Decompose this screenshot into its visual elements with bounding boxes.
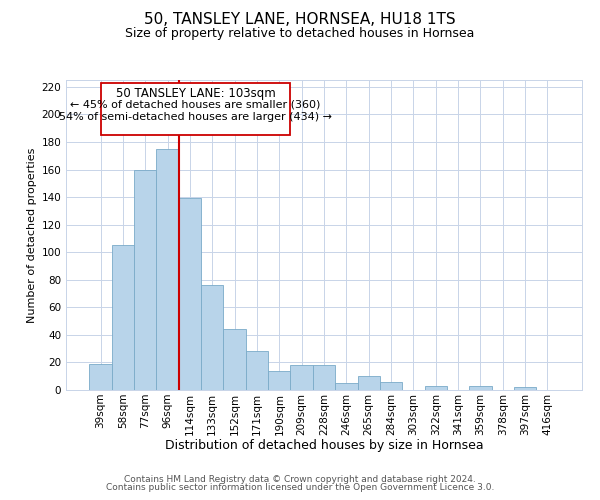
Bar bbox=[179, 198, 201, 390]
Bar bbox=[246, 352, 268, 390]
Bar bbox=[335, 383, 358, 390]
Bar bbox=[469, 386, 491, 390]
Text: 54% of semi-detached houses are larger (434) →: 54% of semi-detached houses are larger (… bbox=[59, 112, 332, 122]
Bar bbox=[134, 170, 157, 390]
Bar bbox=[157, 149, 179, 390]
Text: 50 TANSLEY LANE: 103sqm: 50 TANSLEY LANE: 103sqm bbox=[116, 87, 275, 100]
Y-axis label: Number of detached properties: Number of detached properties bbox=[27, 148, 37, 322]
Bar bbox=[290, 365, 313, 390]
Bar bbox=[514, 387, 536, 390]
Bar bbox=[112, 246, 134, 390]
Bar bbox=[268, 370, 290, 390]
Bar bbox=[358, 376, 380, 390]
Text: Size of property relative to detached houses in Hornsea: Size of property relative to detached ho… bbox=[125, 28, 475, 40]
Text: Contains public sector information licensed under the Open Government Licence 3.: Contains public sector information licen… bbox=[106, 484, 494, 492]
Bar bbox=[425, 386, 447, 390]
Bar bbox=[380, 382, 402, 390]
Text: 50, TANSLEY LANE, HORNSEA, HU18 1TS: 50, TANSLEY LANE, HORNSEA, HU18 1TS bbox=[144, 12, 456, 28]
Text: Contains HM Land Registry data © Crown copyright and database right 2024.: Contains HM Land Registry data © Crown c… bbox=[124, 474, 476, 484]
Bar bbox=[313, 365, 335, 390]
Text: ← 45% of detached houses are smaller (360): ← 45% of detached houses are smaller (36… bbox=[70, 100, 321, 110]
X-axis label: Distribution of detached houses by size in Hornsea: Distribution of detached houses by size … bbox=[164, 439, 484, 452]
Bar bbox=[201, 286, 223, 390]
Bar bbox=[223, 330, 246, 390]
FancyBboxPatch shape bbox=[101, 83, 290, 135]
Bar bbox=[89, 364, 112, 390]
